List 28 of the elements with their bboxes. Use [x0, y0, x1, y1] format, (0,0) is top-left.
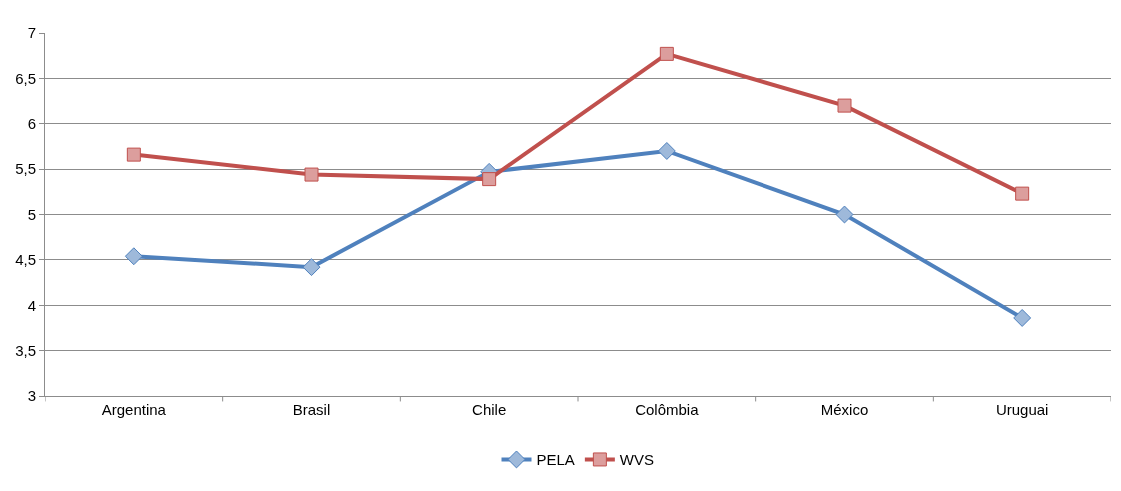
y-tick-label: 4 [27, 296, 36, 314]
y-tick-label: 5,5 [15, 160, 36, 178]
x-tick-label: Brasil [292, 401, 331, 418]
y-tick-label: 5 [27, 205, 36, 223]
x-tick-label: Argentina [101, 401, 167, 418]
point [659, 46, 674, 61]
y-tick-label: 6,5 [15, 69, 36, 87]
point [1013, 309, 1032, 327]
y-tick-label: 3 [27, 387, 36, 405]
y-tick-label: 7 [27, 24, 36, 42]
point [1015, 186, 1030, 201]
y-tick-label: 3,5 [15, 341, 36, 359]
legend-label: WVS [619, 451, 655, 469]
point [302, 258, 321, 277]
y-tick-label: 4,5 [15, 251, 36, 269]
point [835, 205, 854, 224]
point [124, 247, 143, 266]
point [126, 147, 141, 162]
x-tick-label: México [820, 401, 869, 418]
x-tick-label: Chile [472, 401, 507, 418]
legend-label: PELA [536, 451, 575, 469]
y-tick-label: 6 [27, 115, 36, 132]
point [482, 172, 497, 187]
point [304, 167, 319, 182]
x-tick-label: Uruguai [995, 401, 1049, 418]
x-tick-label: Colômbia [635, 401, 700, 418]
point [837, 98, 852, 113]
point [657, 142, 676, 160]
